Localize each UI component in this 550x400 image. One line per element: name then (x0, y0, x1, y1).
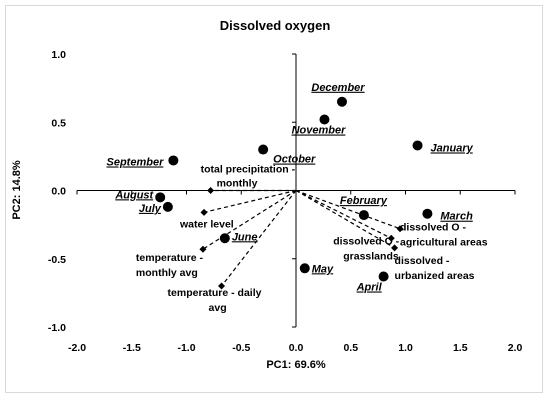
score-label: February (340, 195, 388, 207)
score-point (358, 210, 369, 221)
chart-frame (5, 5, 543, 393)
y-axis-label: PC2: 14.8% (11, 160, 23, 220)
score-label: May (312, 263, 334, 275)
loading-label: dissolved O -grasslands (333, 235, 399, 262)
x-tick-label: -2.0 (68, 342, 86, 354)
score-point (319, 114, 330, 125)
score-point (258, 144, 269, 155)
loading-vector (295, 189, 392, 239)
loading-marker (396, 225, 404, 233)
x-tick-label: -1.0 (177, 342, 195, 354)
score-point (299, 263, 310, 274)
x-tick-label: 1.5 (453, 342, 468, 354)
score-point (336, 96, 347, 107)
y-tick-label: 0.0 (51, 186, 66, 198)
loading-label: total precipitation -monthly (201, 164, 296, 190)
score-point (378, 271, 389, 282)
loading-vector (202, 189, 297, 250)
score-label: January (431, 142, 474, 154)
x-tick-label: 2.0 (508, 342, 523, 354)
score-label: October (273, 154, 316, 166)
score-point (155, 192, 166, 203)
loading-label: dissolved O -agricultural areas (400, 222, 488, 249)
x-tick-label: 1.0 (398, 342, 413, 354)
loading-marker (199, 245, 207, 253)
loading-marker (387, 234, 395, 242)
score-point (168, 155, 179, 166)
y-tick-label: -1.0 (48, 322, 66, 334)
score-label: November (292, 125, 347, 137)
loading-vector (295, 189, 401, 230)
score-label: April (356, 281, 383, 293)
x-tick-label: 0.5 (343, 342, 358, 354)
loading-marker (391, 244, 399, 252)
x-tick-label: -1.5 (123, 342, 141, 354)
score-label: July (139, 203, 162, 215)
loading-marker (200, 208, 208, 216)
score-label: September (107, 156, 165, 168)
loading-label: water level (179, 218, 234, 230)
loading-vector (203, 189, 297, 213)
x-tick-label: -0.5 (232, 342, 250, 354)
y-tick-label: 0.5 (51, 117, 66, 129)
y-tick-label: -0.5 (48, 254, 66, 266)
score-label: March (440, 211, 473, 223)
score-point (219, 233, 230, 244)
loading-label: dissolved -urbanized areas (395, 255, 475, 282)
score-label: June (232, 231, 258, 243)
score-label: December (311, 82, 365, 94)
loading-vector (221, 190, 297, 287)
loading-label: temperature -monthly avg (136, 252, 204, 279)
score-point (162, 201, 173, 212)
loading-vector (295, 189, 395, 249)
x-axis-label: PC1: 69.6% (266, 359, 326, 371)
score-point (412, 140, 423, 151)
x-tick-label: 0.0 (289, 342, 304, 354)
loading-marker (207, 187, 215, 194)
loading-marker (218, 282, 226, 290)
score-point (422, 208, 433, 219)
score-label: August (114, 189, 154, 201)
loading-label: temperature - daily avg (168, 287, 262, 314)
y-tick-label: 1.0 (51, 49, 66, 61)
chart-title: Dissolved oxygen (220, 18, 331, 33)
